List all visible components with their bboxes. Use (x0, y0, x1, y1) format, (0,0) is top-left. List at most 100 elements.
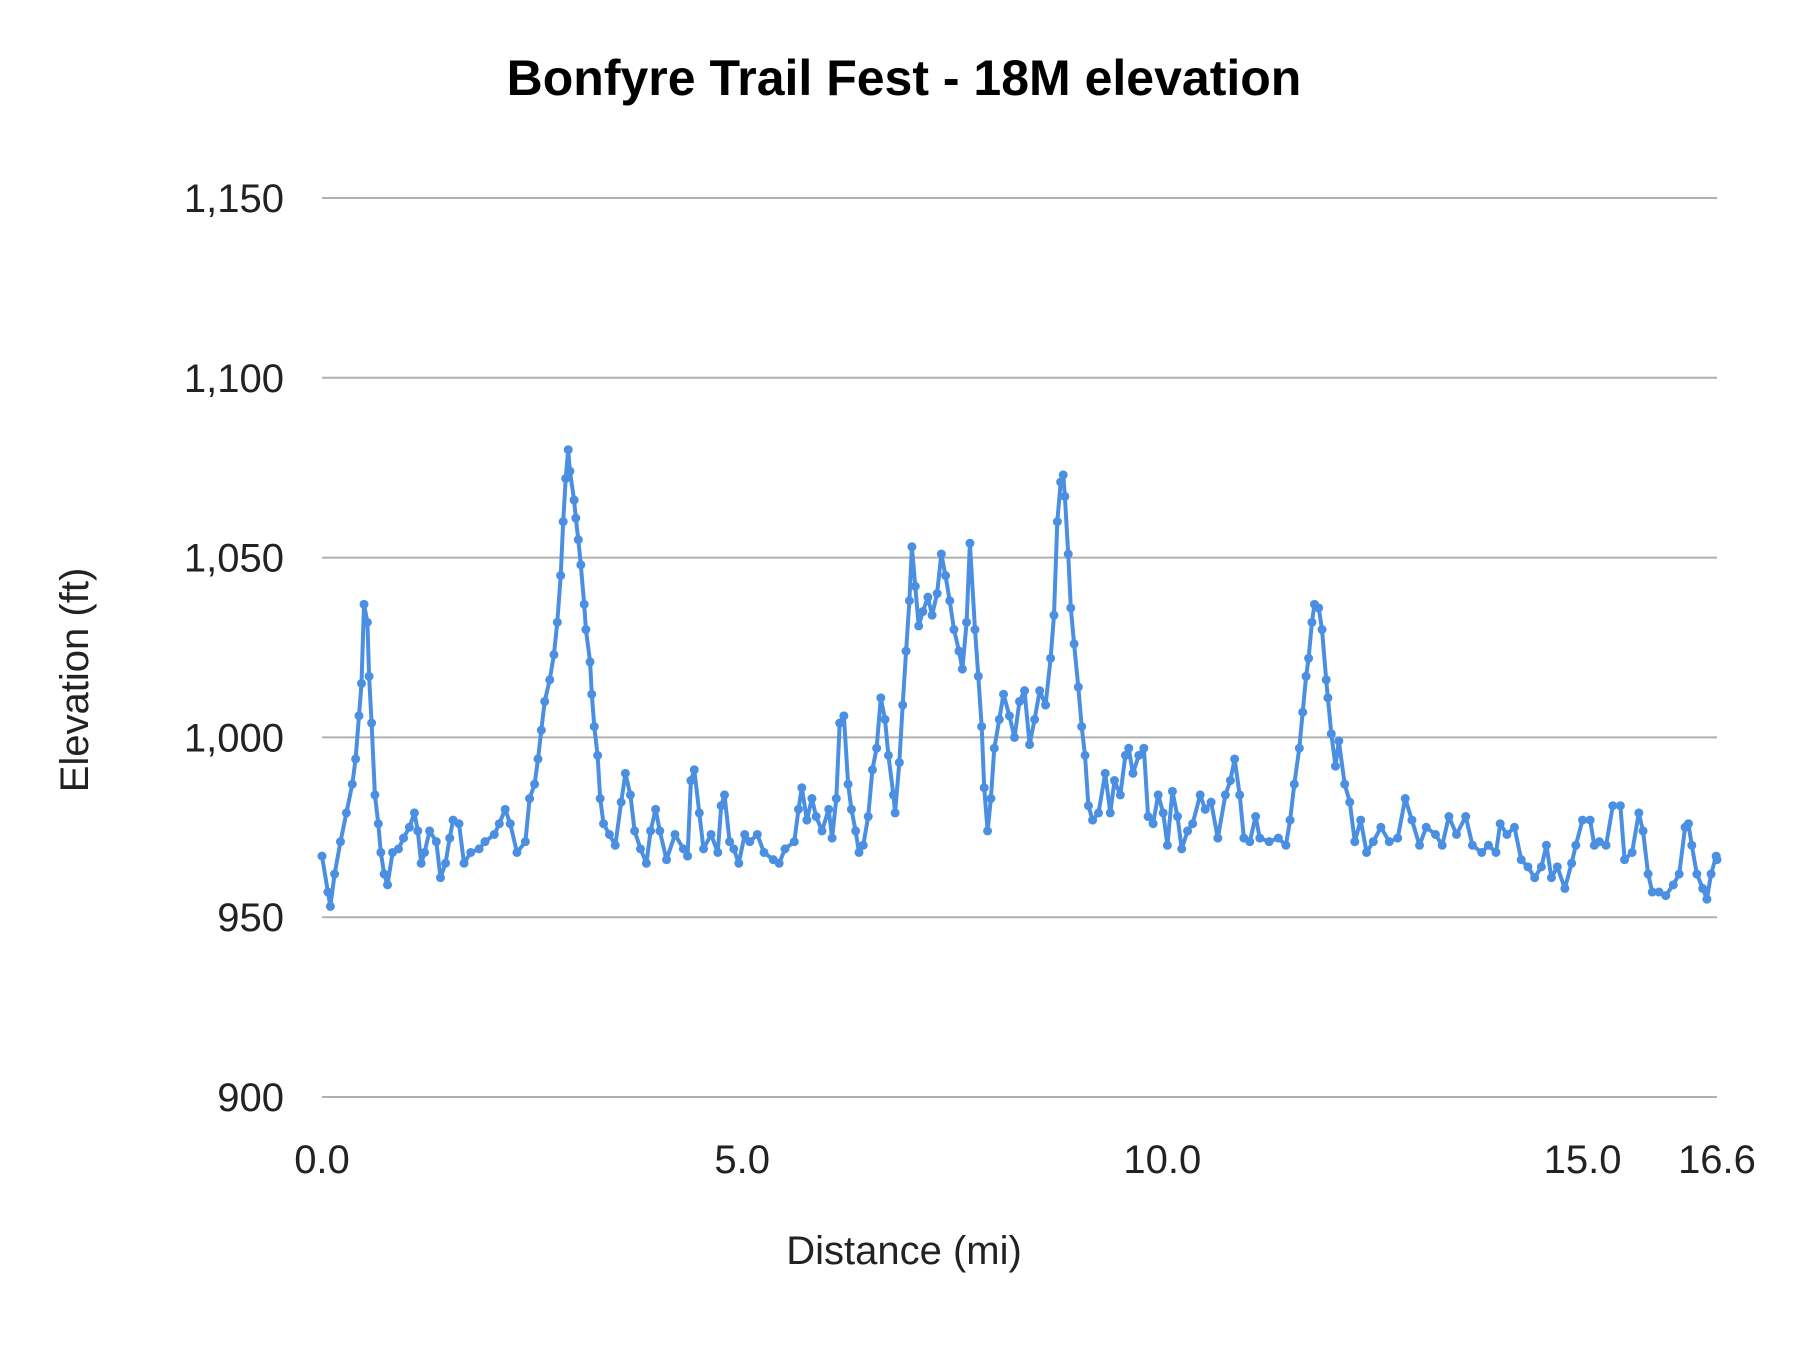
y-tick-label: 900 (217, 1076, 284, 1120)
data-point (1105, 808, 1115, 818)
data-point (1264, 837, 1274, 847)
y-tick-label: 1,050 (184, 537, 284, 581)
data-point (330, 869, 340, 879)
data-point (370, 790, 380, 800)
data-point (641, 858, 651, 868)
data-point (1444, 812, 1454, 822)
data-point (1245, 837, 1255, 847)
data-point (1516, 855, 1526, 865)
data-point (1634, 808, 1644, 818)
data-point (1541, 840, 1551, 850)
data-point (552, 617, 562, 627)
data-point (1298, 707, 1308, 717)
data-point (774, 858, 784, 868)
data-point (932, 589, 942, 599)
data-point (1153, 790, 1163, 800)
data-point (1334, 736, 1344, 746)
data-point (686, 776, 696, 786)
data-point (556, 571, 566, 581)
data-point (1585, 815, 1595, 825)
data-point (576, 560, 586, 570)
data-point (910, 581, 920, 591)
data-point (811, 812, 821, 822)
data-point (1052, 517, 1062, 527)
data-point (1483, 840, 1493, 850)
data-point (1376, 822, 1386, 832)
data-point (425, 826, 435, 836)
data-point (977, 722, 987, 732)
data-point (918, 607, 928, 617)
data-point (894, 758, 904, 768)
data-point (1004, 711, 1014, 721)
data-point (941, 571, 951, 581)
data-point (1083, 801, 1093, 811)
data-point (1674, 869, 1684, 879)
data-point (973, 671, 983, 681)
data-point (797, 783, 807, 793)
data-point (1451, 829, 1461, 839)
data-point (1124, 743, 1134, 753)
data-point (740, 829, 750, 839)
data-point (1400, 794, 1410, 804)
data-point (587, 689, 597, 699)
data-point (1046, 653, 1056, 663)
data-point (1273, 833, 1283, 843)
data-point (1206, 797, 1216, 807)
data-point (1115, 790, 1125, 800)
data-point (1035, 686, 1045, 696)
data-point (376, 847, 386, 857)
data-point (670, 829, 680, 839)
data-point (1323, 693, 1333, 703)
data-point (1060, 491, 1070, 501)
data-point (362, 617, 372, 627)
data-point (1056, 477, 1066, 487)
data-point (694, 808, 704, 818)
data-point (898, 700, 908, 710)
x-tick-label: 10.0 (1123, 1138, 1201, 1182)
data-point (1712, 855, 1722, 865)
data-point (489, 829, 499, 839)
data-point (1467, 840, 1477, 850)
data-point (1643, 869, 1653, 879)
data-point (1093, 808, 1103, 818)
data-point (888, 790, 898, 800)
data-point (589, 722, 599, 732)
data-point (1063, 549, 1073, 559)
data-point (1251, 812, 1261, 822)
data-point (970, 625, 980, 635)
data-point (923, 592, 933, 602)
data-point (399, 833, 409, 843)
data-point (1546, 873, 1556, 883)
data-point (802, 815, 812, 825)
data-point (954, 646, 964, 656)
data-point (579, 599, 589, 609)
data-point (854, 847, 864, 857)
data-point (404, 822, 414, 832)
data-point (725, 837, 735, 847)
data-point (1509, 822, 1519, 832)
data-point (706, 829, 716, 839)
data-point (662, 855, 672, 865)
data-point (1356, 815, 1366, 825)
data-point (1571, 840, 1581, 850)
data-point (1289, 779, 1299, 789)
data-point (1020, 686, 1030, 696)
data-point (846, 804, 856, 814)
data-point (876, 693, 886, 703)
data-point (1213, 833, 1223, 843)
data-point (1069, 639, 1079, 649)
data-point (872, 743, 882, 753)
data-point (561, 473, 571, 483)
data-point (525, 794, 535, 804)
data-point (1362, 847, 1372, 857)
data-point (409, 808, 419, 818)
data-point (1200, 804, 1210, 814)
data-point (1638, 826, 1648, 836)
data-point (1627, 847, 1637, 857)
data-point (1578, 815, 1588, 825)
data-point (1162, 840, 1172, 850)
data-point (1307, 617, 1317, 627)
data-point (413, 826, 423, 836)
y-axis-label: Elevation (ft) (53, 568, 97, 793)
